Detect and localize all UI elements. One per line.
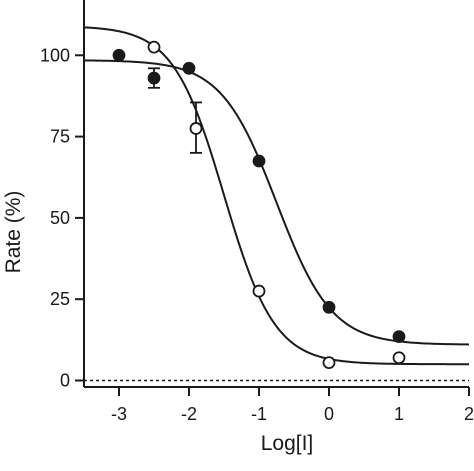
y-tick-label: 100: [40, 45, 70, 65]
open-data-point: [322, 356, 336, 370]
x-tick-label: 2: [464, 404, 474, 424]
x-tick-label: -2: [181, 404, 197, 424]
x-tick-label: 1: [394, 404, 404, 424]
filled-data-point: [322, 300, 336, 314]
x-tick-label: 0: [324, 404, 334, 424]
x-axis-title: Log[I]: [261, 432, 314, 455]
filled-data-point: [182, 61, 196, 75]
open-data-point: [392, 351, 406, 365]
data-points-layer: [112, 40, 406, 370]
filled-data-point: [112, 48, 126, 62]
filled-data-point: [147, 71, 161, 85]
open-data-point: [147, 40, 161, 54]
fit-curve: [83, 59, 470, 346]
open-data-point: [252, 284, 266, 298]
axes-layer: -3 -2 -1 0 1 2 0 25 50 75 100: [40, 0, 474, 424]
y-tick-label: 0: [60, 370, 70, 390]
fit-curve: [83, 26, 469, 366]
x-tick-label: -3: [111, 404, 127, 424]
y-tick-label: 75: [50, 127, 70, 147]
y-tick-label: 50: [50, 208, 70, 228]
error-bars-layer: [148, 67, 202, 154]
y-tick-label: 25: [50, 289, 70, 309]
filled-data-point: [392, 330, 406, 343]
y-axis-title: Rate (%): [2, 191, 25, 274]
open-data-point: [189, 122, 203, 135]
filled-data-point: [252, 154, 266, 168]
fit-curves-layer: [83, 26, 470, 366]
x-tick-label: -1: [251, 404, 267, 424]
